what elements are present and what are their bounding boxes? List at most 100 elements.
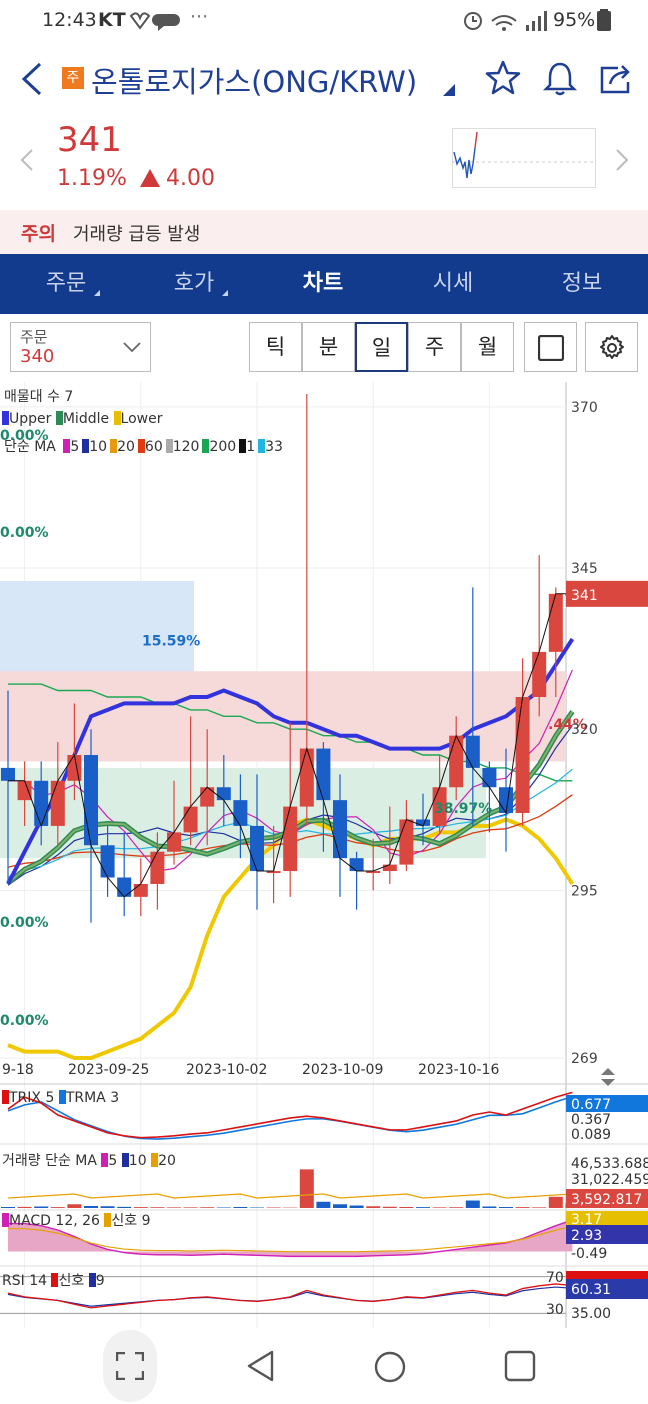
tab-chart[interactable]: 차트	[277, 254, 369, 314]
volume-profile-legend: 매물대 수 7	[4, 389, 74, 405]
star-icon[interactable]	[485, 60, 521, 96]
candle-body	[150, 851, 165, 884]
volume-bar	[515, 1207, 530, 1208]
prev-chevron-icon[interactable]	[20, 148, 34, 172]
back-arrow-icon[interactable]	[20, 62, 44, 96]
ma-swatch	[202, 439, 210, 453]
period-week[interactable]: 주	[408, 322, 461, 372]
volume-bar	[482, 1206, 497, 1208]
candle-body	[84, 755, 98, 846]
ma-swatch	[63, 439, 71, 453]
chart-area[interactable]: 15.59% 38.97% .44% 0.00% 0.00% 0.00% 0.00% 370 3…	[0, 382, 648, 1328]
ma-legend-period: 200	[209, 439, 237, 455]
volume-bar	[17, 1206, 32, 1208]
moving-average-legend: 단순 MA 5 10 20 60 120 200 1 33	[4, 436, 283, 456]
period-month[interactable]: 월	[461, 322, 514, 372]
price-tag-box	[566, 580, 648, 607]
home-icon[interactable]	[373, 1350, 407, 1384]
candle-body	[299, 748, 314, 807]
resize-arrows-icon	[601, 1068, 615, 1086]
volume-bar	[416, 1207, 430, 1208]
period-tick[interactable]: 틱	[249, 322, 302, 372]
ma-swatch	[137, 439, 145, 453]
candle-body	[382, 864, 397, 872]
ma-legend-period: 33	[265, 439, 283, 455]
candle-body	[200, 787, 215, 807]
tab-quotes[interactable]: 시세	[407, 254, 499, 314]
period-minute[interactable]: 분	[302, 322, 355, 372]
status-bar: 12:43 KT ··· 95%	[0, 0, 648, 40]
candle-body	[233, 800, 248, 826]
tab-order[interactable]: 주문	[20, 254, 112, 314]
next-chevron-icon[interactable]	[615, 148, 629, 172]
macd-line	[8, 1219, 573, 1258]
volume-bar	[316, 1201, 331, 1208]
ma-swatch	[165, 439, 173, 453]
chevron-down-icon	[123, 342, 141, 353]
order-price-select[interactable]: 주문 340	[10, 322, 151, 372]
bell-icon[interactable]	[542, 60, 578, 96]
rsi-signal-box	[566, 1279, 648, 1299]
ma-legend-period: 120	[172, 439, 200, 455]
volume-ma5: 5	[108, 1153, 118, 1169]
ma-legend-period: 1	[246, 439, 256, 455]
back-icon[interactable]	[246, 1350, 276, 1382]
fib-level-label: 0.00%	[0, 428, 49, 444]
ma-legend-prefix: 단순 MA	[4, 439, 56, 455]
volume-bar	[167, 1207, 181, 1208]
rsi-signal-period: 9	[95, 1273, 105, 1289]
trix-value-box	[566, 1095, 648, 1112]
tab-orderbook[interactable]: 호가	[148, 254, 240, 314]
ma-swatch	[110, 439, 118, 453]
candle-body	[515, 696, 530, 814]
change-percent: 1.19%	[57, 166, 127, 191]
candle-body	[1, 767, 15, 781]
zone-label: .44%	[548, 717, 587, 733]
volume-bar	[1, 1207, 15, 1208]
volume-bar	[382, 1206, 397, 1208]
tab-info[interactable]: 정보	[536, 254, 628, 314]
screenshot-key-button[interactable]	[103, 1330, 157, 1402]
fullscreen-button[interactable]	[524, 322, 577, 372]
rsi-tick: 35.00	[571, 1306, 611, 1322]
status-more: ···	[190, 6, 209, 28]
volume-bar	[34, 1206, 49, 1208]
share-icon[interactable]	[598, 60, 634, 96]
period-day[interactable]: 일	[355, 322, 408, 372]
candle-body	[100, 845, 115, 878]
volume-bar	[183, 1207, 198, 1208]
ma-legend-period: 5	[70, 439, 80, 455]
volume-tick: 46,533.688	[571, 1156, 648, 1172]
candle-body	[67, 755, 82, 781]
volume-bar	[333, 1204, 347, 1208]
recents-icon[interactable]	[504, 1350, 536, 1382]
stock-badge: 주	[62, 67, 84, 89]
legend-lower: Lower	[120, 411, 163, 427]
zone-label: 38.97%	[434, 801, 492, 817]
macd-signal-label: 신호 9	[111, 1213, 151, 1229]
volume-bar	[67, 1204, 82, 1208]
bollinger-legend: Upper Middle Lower	[2, 411, 163, 427]
zone-label: 15.59%	[142, 633, 200, 649]
trix-label: TRIX 5	[9, 1090, 55, 1106]
macd-label: MACD 12, 26	[9, 1213, 100, 1229]
volume-bar	[200, 1207, 215, 1208]
trix-line	[7, 1091, 573, 1139]
page-title[interactable]: 온톨로지가스(ONG/KRW)	[91, 65, 418, 99]
settings-button[interactable]	[585, 322, 638, 372]
mini-sparkline	[452, 128, 596, 188]
macd-tick: 3.17	[571, 1212, 602, 1228]
volume-bar	[548, 1196, 563, 1208]
volume-bar	[50, 1207, 65, 1208]
up-triangle-icon	[140, 169, 160, 187]
system-status-icons	[464, 11, 547, 31]
candle-body	[17, 780, 32, 801]
title-dropdown-icon[interactable]	[443, 84, 455, 96]
volume-ma20: 20	[158, 1153, 176, 1169]
volume-bar	[366, 1206, 381, 1208]
macd-legend: MACD 12, 26 신호 9	[2, 1210, 151, 1230]
chart-canvas[interactable]: 15.59% 38.97% .44% 0.00% 0.00% 0.00% 0.00% 370 3…	[0, 382, 648, 1328]
square-icon	[538, 335, 564, 361]
candle-body	[216, 787, 231, 801]
volume-legend: 거래량 단순 MA 5 10 20	[2, 1150, 176, 1170]
